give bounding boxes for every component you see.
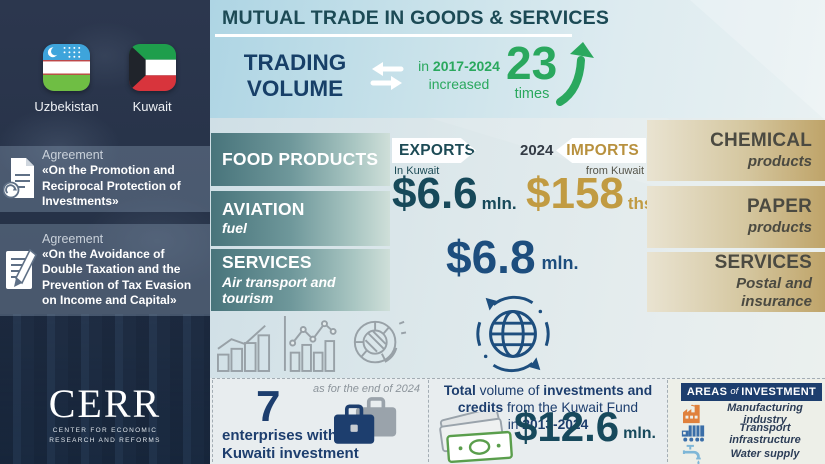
cerr-logo: CERR CENTER FOR ECONOMIC RESEARCH AND RE… <box>0 384 210 446</box>
header-band <box>210 0 825 118</box>
country-uzbekistan: Uzbekistan <box>34 44 99 114</box>
multiplier-value: 23 <box>506 37 558 89</box>
enterprises-count: 7 <box>256 382 281 431</box>
export-category-aviation: AVIATION fuel <box>211 191 390 246</box>
trading-volume-label: TRADING VOLUME <box>243 50 347 101</box>
agreement-text-2: Agreement «On the Avoidance of Double Ta… <box>42 232 206 308</box>
exports-label: EXPORTS <box>399 141 476 159</box>
agreement-label: Agreement <box>42 231 104 246</box>
imports-label: IMPORTS <box>566 141 639 159</box>
growth-arrow-icon <box>556 42 594 111</box>
imports-value: $158 ths. <box>526 169 659 218</box>
title-underline <box>215 33 572 37</box>
factory-icon <box>680 404 706 424</box>
pie-chart-icon <box>353 320 407 364</box>
dashed-divider-vertical <box>428 380 429 462</box>
dashed-divider-vertical <box>212 380 213 462</box>
swap-arrows-icon <box>370 60 404 97</box>
area-water: Water supply <box>680 444 824 464</box>
kuwait-flag-icon <box>128 44 176 91</box>
times-label: times <box>514 86 550 102</box>
uzbekistan-label: Uzbekistan <box>34 99 99 114</box>
agreement-label: Agreement <box>42 148 104 163</box>
agreement-card-2: Agreement «On the Avoidance of Double Ta… <box>0 224 210 316</box>
exports-subtitle: In Kuwait <box>394 165 440 177</box>
dashed-divider-vertical <box>667 380 668 462</box>
page-title: MUTUAL TRADE IN GOODS & SERVICES <box>222 7 610 29</box>
country-flags: Uzbekistan Kuwait <box>0 44 210 114</box>
enterprises-note: as for the end of 2024 <box>312 383 420 395</box>
document-coin-icon <box>0 157 42 201</box>
imports-subtitle: from Kuwait <box>585 165 644 177</box>
briefcase-icon <box>334 392 398 453</box>
year-label: 2024 <box>520 142 554 159</box>
import-category-paper: PAPER products <box>647 186 825 248</box>
import-category-chemical: CHEMICAL products <box>647 120 825 181</box>
cerr-acronym: CERR <box>48 381 162 426</box>
line-chart-icon <box>283 316 337 372</box>
export-category-food: FOOD PRODUCTS <box>211 133 390 186</box>
banknotes-icon <box>436 406 520 464</box>
total-trade-value: $6.8 mln. <box>446 231 579 283</box>
kuwait-fund-text: Total volume of investments and credits … <box>443 383 653 433</box>
enterprises-caption: enterprises with Kuwaiti investment <box>222 427 359 462</box>
area-transport: Transport infrastructure <box>680 422 824 446</box>
kuwait-fund-value: $12.6 mln. <box>514 403 656 450</box>
country-kuwait: Kuwait <box>128 44 176 114</box>
water-tap-icon <box>680 444 706 464</box>
area-manufacturing: Manufacturing industry <box>680 402 824 426</box>
agreement-text-1: Agreement «On the Promotion and Reciproc… <box>42 148 206 209</box>
export-category-services: SERVICES Air transport and tourism <box>211 249 390 311</box>
kuwait-label: Kuwait <box>132 99 172 114</box>
areas-of-investment-header: AREAS of INVESTMENT <box>681 383 822 401</box>
import-category-services: SERVICES Postal and insurance <box>647 252 825 312</box>
cerr-subtitle: CENTER FOR ECONOMIC RESEARCH AND REFORMS <box>49 427 161 444</box>
cityscape-texture <box>0 314 210 464</box>
exports-arrow-banner: EXPORTS <box>392 138 476 163</box>
imports-arrow-banner: IMPORTS <box>556 138 646 163</box>
dashed-divider-horizontal <box>212 378 825 379</box>
chart-icons <box>217 314 407 372</box>
sidebar: Uzbekistan Kuwait <box>0 0 210 464</box>
globe-trade-icon <box>472 288 554 381</box>
growth-note: in 2017-2024 increased <box>418 58 500 93</box>
uzbekistan-flag-icon <box>43 44 90 91</box>
bar-chart-icon <box>217 324 271 372</box>
agreement-title: «On the Avoidance of Double Taxation and… <box>42 246 192 307</box>
document-pencil-icon <box>0 248 42 292</box>
agreement-title: «On the Promotion and Reciprocal Protect… <box>42 163 181 209</box>
agreement-card-1: Agreement «On the Promotion and Reciproc… <box>0 146 210 212</box>
exports-value: $6.6 mln. <box>392 169 517 218</box>
truck-icon <box>680 424 706 444</box>
